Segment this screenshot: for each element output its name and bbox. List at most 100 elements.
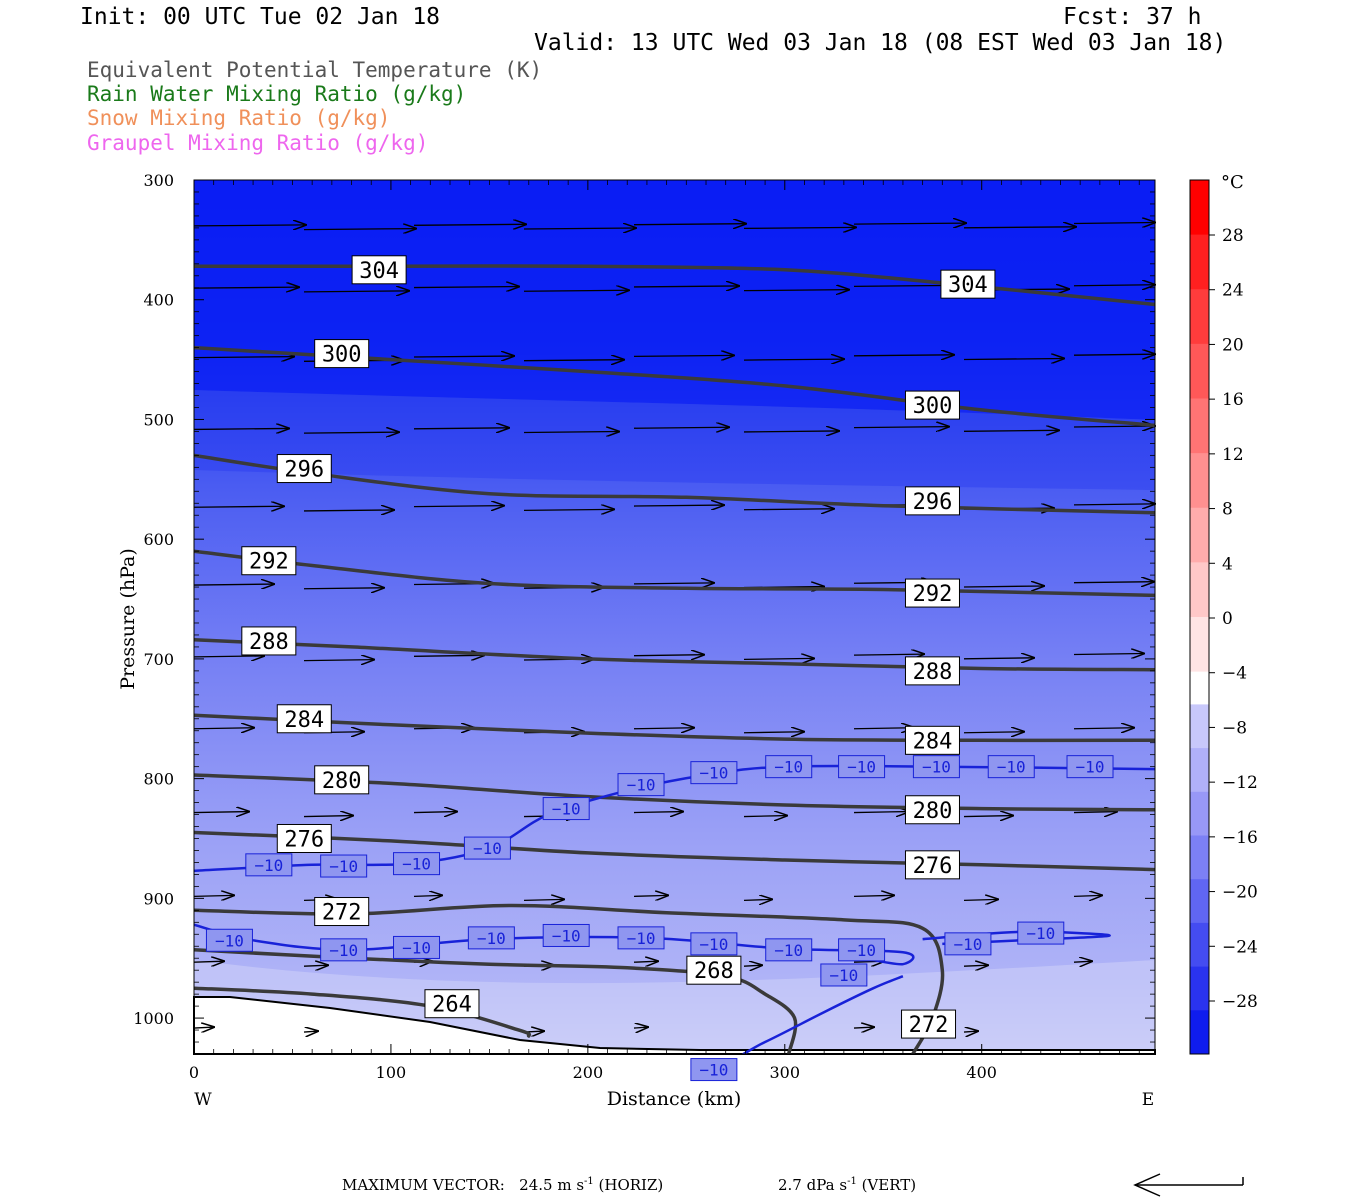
theta-e-label: 284 <box>913 729 953 754</box>
minus10-label-box <box>765 755 813 779</box>
minus10-label: −10 <box>997 758 1026 777</box>
wind-vector <box>963 586 1044 587</box>
minus10-label-box <box>1017 921 1065 945</box>
minus10-label: −10 <box>829 966 858 985</box>
y-axis-label: Pressure (hPa) <box>117 548 139 690</box>
wind-vector <box>743 359 844 360</box>
theta-e-label-box <box>904 850 960 880</box>
colorbar-swatch <box>1190 398 1209 454</box>
colorbar-swatch <box>1190 966 1209 1011</box>
colorbar-label: 20 <box>1222 335 1244 355</box>
wind-vector <box>743 509 834 510</box>
theta-e-label: 272 <box>322 901 362 926</box>
colorbar-swatch <box>1190 289 1209 345</box>
wind-vector <box>193 1027 214 1028</box>
wind-vector <box>193 656 264 657</box>
max-vector-arrow <box>1133 1173 1244 1197</box>
theta-e-label-box <box>424 989 480 1019</box>
wind-vector <box>1073 961 1092 962</box>
minus10-label-box <box>987 755 1035 779</box>
x-axis-label: Distance (km) <box>607 1088 742 1110</box>
theta-e-label: 292 <box>249 550 289 575</box>
colorbar-label: 0 <box>1222 609 1233 629</box>
wind-vector <box>1073 812 1117 813</box>
theta-e-contour-line <box>194 986 532 1038</box>
minus10-label: −10 <box>552 926 581 945</box>
horizontal-tag: (HORIZ) <box>593 1176 664 1194</box>
wind-vector <box>1073 426 1155 427</box>
wind-vector <box>303 965 328 966</box>
minus10-label-box <box>690 761 738 785</box>
x-tick-label: 0 <box>189 1063 199 1082</box>
theta-e-label: 284 <box>284 708 324 733</box>
theta-e-label: 304 <box>359 259 399 284</box>
colorbar-swatch <box>1190 1010 1209 1055</box>
wind-vector <box>633 895 668 896</box>
wind-vector <box>193 895 234 896</box>
y-tick-label: 800 <box>143 770 174 789</box>
minus10-label: −10 <box>477 929 506 948</box>
wind-vector <box>303 291 409 292</box>
wind-vector <box>963 816 1013 817</box>
minus10-label: −10 <box>627 929 656 948</box>
wind-vector <box>303 660 374 661</box>
wind-vector <box>853 895 894 896</box>
wind-vector <box>743 965 762 966</box>
minus10-label: −10 <box>774 941 803 960</box>
theta-e-label: 300 <box>322 343 362 368</box>
minus10-label: −10 <box>847 941 876 960</box>
wind-vector <box>963 899 998 900</box>
wind-vector <box>633 505 724 506</box>
wind-vector <box>633 355 734 356</box>
wind-vector <box>193 287 299 288</box>
wind-vector <box>743 227 856 228</box>
theta-e-label-box <box>276 823 332 853</box>
wind-vector <box>303 816 353 817</box>
wind-vector <box>743 658 814 659</box>
wind-vector <box>853 427 949 428</box>
horizontal-exponent: -1 <box>584 1176 594 1187</box>
colorbar-swatch <box>1190 507 1209 563</box>
wind-vector <box>193 506 284 507</box>
theta-e-label: 292 <box>913 582 953 607</box>
footer-max-vector: MAXIMUM VECTOR: 24.5 m s-1 (HORIZ) <box>342 1176 663 1194</box>
colorbar-swatch <box>1190 922 1209 968</box>
forecast-hour: Fcst: 37 h <box>1063 4 1202 30</box>
theta-e-label-box <box>904 656 960 686</box>
minus10-label-box <box>205 928 253 952</box>
wind-vector <box>1073 504 1155 505</box>
minus10-label-box <box>690 932 738 956</box>
temperature-colorbar: 28 24 20 16 12 8 4 0 −4 −8 −12 −16 −20 −24 −28 <box>1189 179 1258 1055</box>
minus10-label-box <box>838 755 886 779</box>
plot-area: 304 304 300 300 296 296 292 292 288 288 284 284 280 2… <box>193 179 1155 1082</box>
minus10-label-box <box>944 932 992 956</box>
minus10-label-box <box>467 926 515 950</box>
theta-e-label-box <box>904 486 960 516</box>
minus10-label-box <box>463 836 511 860</box>
x-axis-left-end: W <box>194 1090 212 1110</box>
theta-e-label: 276 <box>284 827 324 852</box>
wind-vector <box>633 1027 648 1028</box>
minus10-label: −10 <box>699 764 728 783</box>
colorbar-swatch <box>1190 343 1209 399</box>
wind-vector <box>633 812 683 813</box>
theta-e-label-box <box>686 955 742 985</box>
theta-e-label: 300 <box>913 394 953 419</box>
init-time: Init: 00 UTC Tue 02 Jan 18 <box>80 4 441 30</box>
wind-vector <box>1073 654 1144 655</box>
max-vector-label: MAXIMUM VECTOR: <box>342 1176 505 1194</box>
wind-vector <box>413 287 519 288</box>
wind-vector <box>743 899 772 900</box>
x-axis-right-end: E <box>1142 1090 1154 1110</box>
colorbar-swatch <box>1190 453 1209 509</box>
x-axis: 0 100 200 300 400 <box>189 180 1140 1082</box>
minus10-label: −10 <box>215 931 244 950</box>
minus10-label: −10 <box>847 758 876 777</box>
minus10-label: −10 <box>473 839 502 858</box>
wind-vector <box>193 357 294 358</box>
wind-vector <box>743 816 787 817</box>
theta-e-label: 280 <box>322 769 362 794</box>
minus10-label: −10 <box>254 856 283 875</box>
minus10-label: −10 <box>953 935 982 954</box>
theta-e-label: 288 <box>249 630 289 655</box>
